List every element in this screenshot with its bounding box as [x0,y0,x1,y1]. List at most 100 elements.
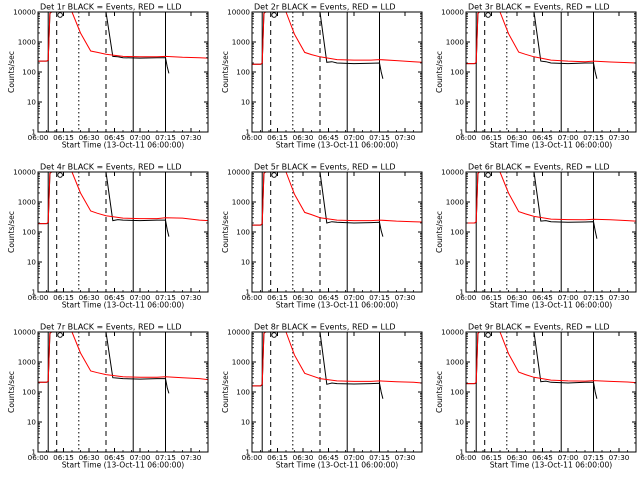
x-tick-label: 07:30 [609,293,630,302]
x-tick-label: 07:15 [155,293,176,302]
x-tick-label: 06:15 [267,453,288,462]
y-axis-label: Counts/sec [221,211,230,253]
x-tick-label: 07:30 [395,133,416,142]
x-tick-label: 07:00 [558,453,579,462]
x-tick-label: 06:45 [532,453,553,462]
x-tick-label: 07:15 [155,133,176,142]
x-tick-label: 07:00 [344,293,365,302]
x-tick-label: 06:30 [507,453,528,462]
y-axis-label: Counts/sec [221,371,230,413]
chart-title: Det 7r BLACK = Events, RED = LLD [40,323,182,332]
y-axis-label: Counts/sec [435,211,444,253]
y-tick-label: 10 [241,258,251,267]
y-tick-label: 1 [31,288,36,297]
x-tick-label: 06:45 [104,133,125,142]
x-tick-label: 06:30 [507,293,528,302]
series-events-line [38,172,170,237]
marker-circle [271,332,277,338]
series-lld-line [38,172,208,225]
x-tick-label: 07:00 [344,453,365,462]
marker-circle [485,332,491,338]
x-tick-label: 06:15 [481,293,502,302]
plot-frame [465,171,637,293]
series-lld-line [252,12,422,65]
y-tick-label: 100 [22,388,36,397]
chart-title: Det 8r BLACK = Events, RED = LLD [254,323,396,332]
marker-circle [271,12,277,18]
x-tick-label: 07:15 [369,293,390,302]
x-tick-label: 06:15 [267,293,288,302]
marker-circle [57,332,63,338]
y-tick-label: 1000 [446,198,465,207]
y-tick-label: 1000 [18,38,37,47]
y-tick-label: 1000 [18,358,37,367]
plot-frame [37,11,209,133]
series-events-line [252,332,384,399]
x-tick-label: 06:30 [293,293,314,302]
y-tick-label: 10000 [227,8,250,17]
y-tick-label: 100 [236,228,250,237]
y-tick-label: 1 [245,448,250,457]
y-tick-label: 1 [459,128,464,137]
marker-circle [271,172,277,178]
y-tick-label: 10 [455,258,465,267]
series-events-line [38,332,170,394]
plot-frame [251,171,423,293]
x-tick-label: 07:15 [369,133,390,142]
x-tick-label: 07:00 [558,133,579,142]
y-tick-label: 1 [459,288,464,297]
y-tick-label: 10000 [13,168,36,177]
x-axis-label: Start Time (13-Oct-11 06:00:00) [276,461,399,470]
x-tick-label: 06:15 [267,133,288,142]
chart-panel-6: Det 6r BLACK = Events, RED = LLD 1 10 100 10… [435,163,637,310]
x-axis-label: Start Time (13-Oct-11 06:00:00) [490,301,613,310]
x-tick-label: 06:00 [242,293,263,302]
series-lld-line [466,172,636,224]
y-tick-label: 1000 [232,358,251,367]
chart-title: Det 4r BLACK = Events, RED = LLD [40,163,182,172]
y-tick-label: 100 [450,68,464,77]
y-axis-label: Counts/sec [435,51,444,93]
plot-frame [251,11,423,133]
x-tick-label: 07:00 [130,133,151,142]
series-events-line [466,172,598,239]
x-tick-label: 07:15 [155,453,176,462]
series-events-line [38,12,170,74]
x-tick-label: 07:15 [369,453,390,462]
plot-frame [37,331,209,453]
marker-circle [57,12,63,18]
x-tick-label: 06:45 [318,453,339,462]
x-tick-label: 06:00 [28,293,49,302]
series-lld-line [252,172,422,226]
chart-panel-7: Det 7r BLACK = Events, RED = LLD 1 10 100 10… [7,323,209,470]
y-tick-label: 10000 [227,328,250,337]
x-tick-label: 06:45 [104,453,125,462]
chart-panel-8: Det 8r BLACK = Events, RED = LLD 1 10 100 10… [221,323,423,470]
y-axis-label: Counts/sec [7,51,16,93]
series-events-line [252,172,384,237]
x-tick-label: 07:00 [130,293,151,302]
y-axis-label: Counts/sec [435,371,444,413]
y-tick-label: 1 [31,448,36,457]
marker-circle [485,172,491,178]
y-tick-label: 10 [241,418,251,427]
plot-frame [37,171,209,293]
x-tick-label: 06:30 [293,453,314,462]
y-tick-label: 100 [236,388,250,397]
y-tick-label: 10 [27,258,37,267]
y-tick-label: 10 [241,98,251,107]
x-axis-label: Start Time (13-Oct-11 06:00:00) [62,301,185,310]
x-tick-label: 06:30 [79,133,100,142]
chart-panel-1: Det 1r BLACK = Events, RED = LLD 1 10 100 10… [7,3,209,150]
y-tick-label: 1 [31,128,36,137]
chart-panel-2: Det 2r BLACK = Events, RED = LLD 1 10 100 10… [221,3,423,150]
x-tick-label: 06:30 [507,133,528,142]
x-tick-label: 07:00 [558,293,579,302]
x-tick-label: 06:15 [53,453,74,462]
y-tick-label: 10 [455,98,465,107]
series-events-line [466,332,598,399]
x-tick-label: 06:00 [28,133,49,142]
x-tick-label: 06:00 [456,453,477,462]
x-tick-label: 07:15 [583,133,604,142]
